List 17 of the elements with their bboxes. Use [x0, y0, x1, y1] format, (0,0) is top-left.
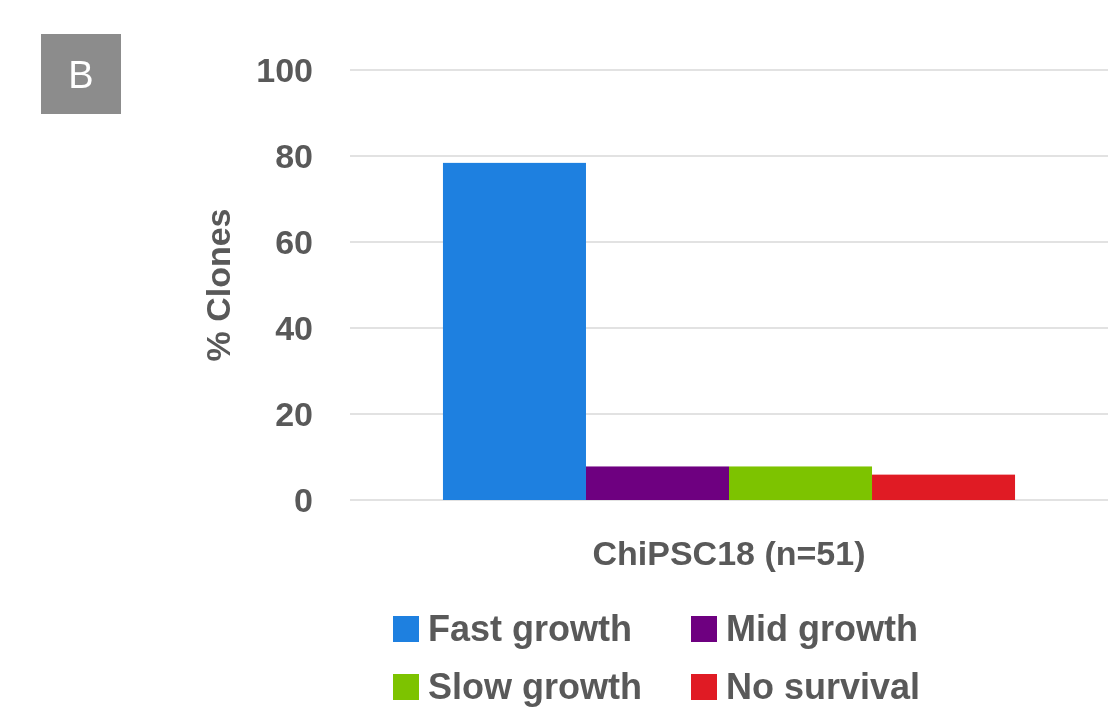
bar — [442, 162, 586, 500]
legend-label: Mid growth — [726, 608, 918, 649]
y-tick-label: 40 — [275, 309, 313, 347]
legend-label: Slow growth — [428, 666, 642, 707]
y-tick-label: 0 — [294, 481, 313, 519]
y-tick-label: 60 — [275, 223, 313, 261]
x-tick-label: ChiPSC18 (n=51) — [592, 534, 866, 572]
bar — [585, 466, 729, 500]
bar — [729, 466, 873, 500]
legend-label: Fast growth — [428, 608, 632, 649]
text: B — [68, 54, 94, 96]
legend-label: No survival — [726, 666, 921, 707]
y-tick-label: 20 — [275, 395, 313, 433]
bar — [872, 474, 1016, 500]
y-axis-title: % Clones — [199, 208, 237, 362]
y-tick-label: 80 — [275, 137, 313, 175]
y-tick-label: 100 — [256, 51, 313, 89]
